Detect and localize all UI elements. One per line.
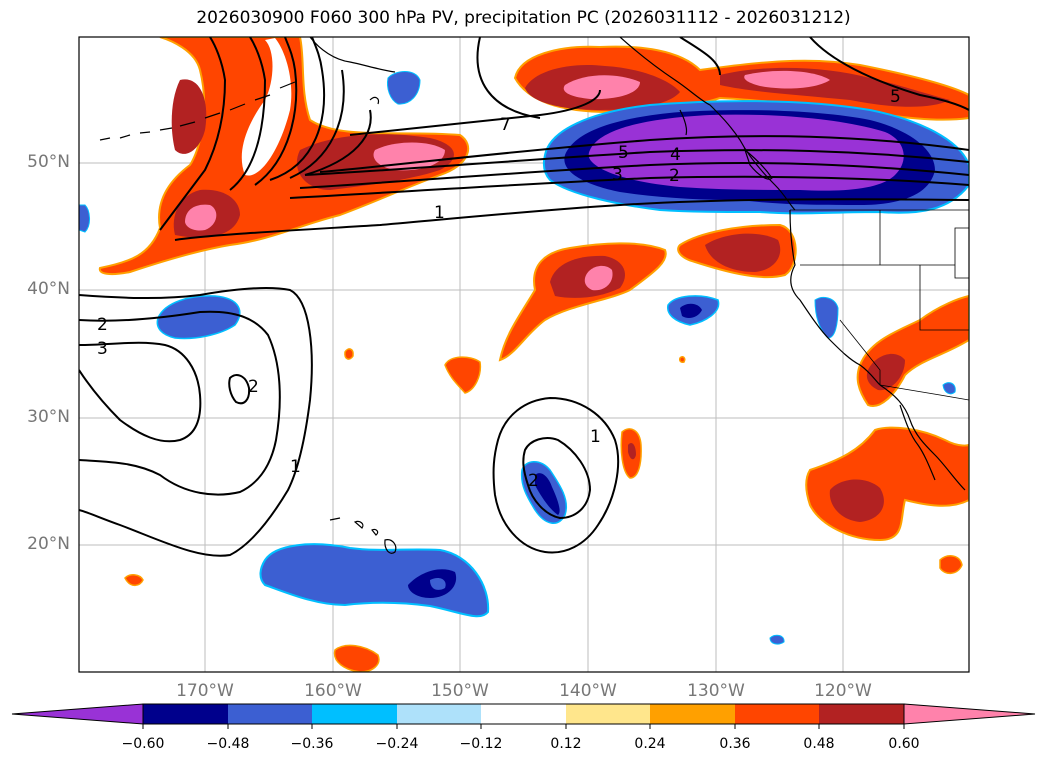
colorbar-tick-label: −0.24 [375, 736, 419, 752]
colorbar-segment [566, 704, 650, 724]
colorbar-tick-label: 0.24 [634, 736, 666, 752]
contour-label: 2 [669, 166, 680, 186]
colorbar-tick-label: 0.60 [888, 736, 920, 752]
colorbar-extend-high [903, 703, 1036, 725]
colorbar-tick-label: −0.36 [290, 736, 334, 752]
colorbar-tick-label: −0.60 [121, 736, 165, 752]
contour-label: 1 [434, 203, 445, 223]
chart-title: 2026030900 F060 300 hPa PV, precipitatio… [196, 8, 851, 28]
contour-label: 1 [290, 457, 301, 477]
contour-label: 5 [890, 87, 901, 107]
colorbar-tick-label: 0.12 [550, 736, 582, 752]
map-frame [78, 36, 970, 673]
contour-label: 2 [97, 315, 108, 335]
contour-label: 2 [248, 377, 259, 397]
contour-label: 4 [670, 145, 681, 165]
contour-label: 1 [590, 427, 601, 447]
lon-label: 130°W [687, 681, 745, 701]
colorbar-segment [819, 704, 904, 724]
colorbar-segment [735, 704, 819, 724]
lon-label: 160°W [304, 681, 362, 701]
lon-label: 140°W [559, 681, 617, 701]
colorbar-segment [312, 704, 397, 724]
contour-label: 3 [97, 339, 108, 359]
colorbar-tick-label: 0.36 [719, 736, 751, 752]
colorbar-extend-low [11, 703, 144, 725]
pv-contours [79, 37, 969, 557]
colorbar-tick-label: 0.48 [803, 736, 835, 752]
positive-precip-anomalies [98, 37, 969, 672]
lat-label: 50°N [27, 152, 70, 172]
lon-label: 170°W [176, 681, 234, 701]
colorbar-tick-label: −0.12 [459, 736, 503, 752]
contour-label: 7 [500, 115, 511, 135]
contour-labels: 7 5 5 4 3 2 1 2 3 2 1 1 2 [97, 87, 901, 491]
colorbar-segment [228, 704, 312, 724]
lon-label: 150°W [431, 681, 489, 701]
colorbar-segment [397, 704, 481, 724]
colorbar-segment [481, 704, 566, 724]
colorbar [11, 703, 1036, 729]
contour-label: 3 [612, 165, 623, 185]
contour-label: 2 [528, 471, 539, 491]
colorbar-segment [650, 704, 735, 724]
contour-label: 5 [618, 143, 629, 163]
lat-label: 40°N [27, 279, 70, 299]
lon-label: 120°W [814, 681, 872, 701]
lat-label: 30°N [27, 407, 70, 427]
colorbar-tick-label: −0.48 [206, 736, 250, 752]
lat-label: 20°N [27, 534, 70, 554]
map-content: 7 5 5 4 3 2 1 2 3 2 1 1 2 [79, 37, 969, 672]
coastlines [99, 37, 969, 554]
colorbar-segment [143, 704, 228, 724]
